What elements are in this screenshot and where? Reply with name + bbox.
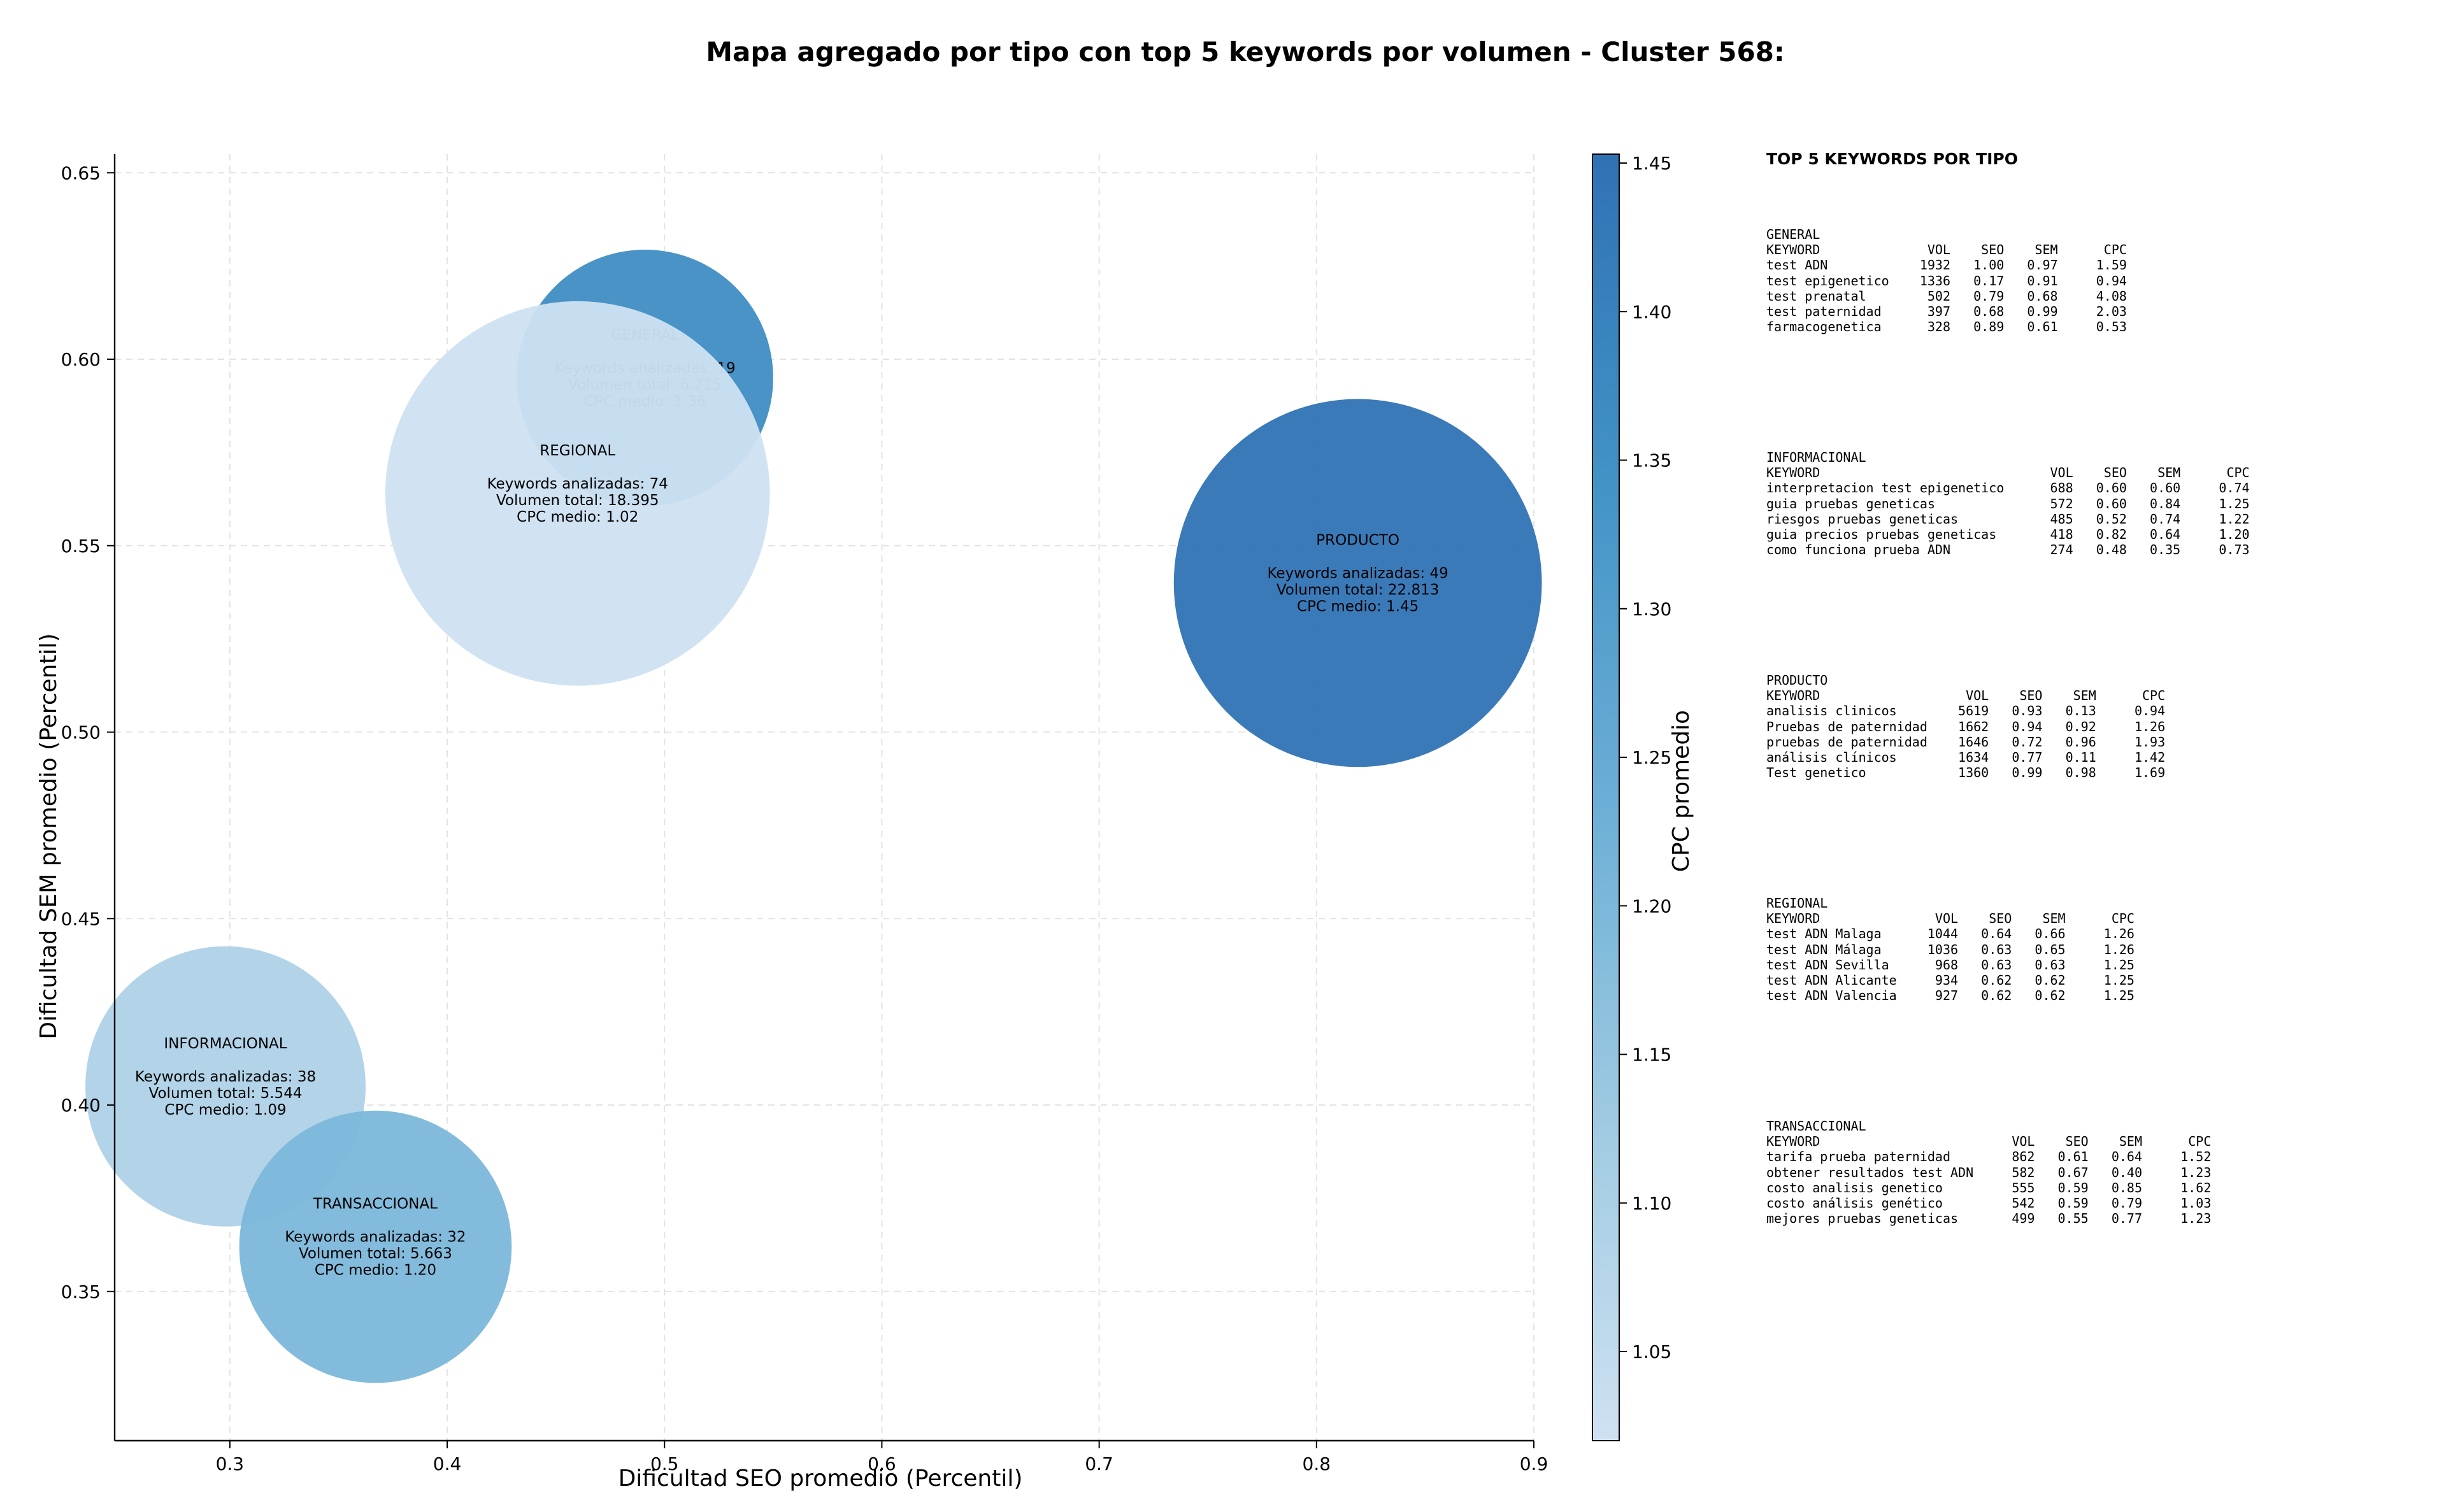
y-tick-label: 0.35 bbox=[61, 1281, 101, 1302]
bubble-label: REGIONAL bbox=[540, 443, 615, 459]
colorbar-tick-label: 1.25 bbox=[1632, 747, 1671, 768]
bubble-layer: GENERALKeywords analizadas: 19Volumen to… bbox=[85, 249, 1542, 1383]
x-axis-label: Dificultad SEO promedio (Percentil) bbox=[619, 1466, 1023, 1492]
bubble-label: CPC medio: 1.45 bbox=[1297, 598, 1419, 615]
bubble-label: INFORMACIONAL bbox=[164, 1036, 287, 1052]
top5-panel-title: TOP 5 KEYWORDS POR TIPO bbox=[1766, 150, 2018, 168]
x-tick-label: 0.3 bbox=[216, 1453, 245, 1474]
type-block-producto: PRODUCTO KEYWORD VOL SEO SEM CPC analisi… bbox=[1766, 673, 2250, 895]
chart-title: Mapa agregado por tipo con top 5 keyword… bbox=[706, 36, 1785, 68]
colorbar-tick-label: 1.05 bbox=[1632, 1341, 1671, 1362]
type-block-informacional: INFORMACIONAL KEYWORD VOL SEO SEM CPC in… bbox=[1766, 450, 2250, 673]
bubble-label: PRODUCTO bbox=[1316, 532, 1399, 548]
y-axis-label: Dificultad SEM promedio (Percentil) bbox=[36, 633, 62, 1039]
bubble-producto bbox=[1173, 399, 1542, 767]
y-tick-label: 0.60 bbox=[61, 349, 101, 370]
bubble-label: Volumen total: 18.395 bbox=[496, 492, 659, 509]
bubble-label: CPC medio: 1.20 bbox=[315, 1262, 436, 1279]
x-tick-label: 0.4 bbox=[433, 1453, 462, 1474]
bubble-label: Keywords analizadas: 74 bbox=[487, 476, 668, 492]
bubble-label: TRANSACCIONAL bbox=[313, 1196, 438, 1213]
x-tick-label: 0.9 bbox=[1520, 1453, 1548, 1474]
bubble-label: Keywords analizadas: 49 bbox=[1268, 565, 1448, 581]
colorbar-tick-label: 1.40 bbox=[1632, 301, 1671, 322]
colorbar-tick-label: 1.35 bbox=[1632, 450, 1671, 471]
transaccional-keywords-table: TRANSACCIONAL KEYWORD VOL SEO SEM CPC ta… bbox=[1766, 1118, 2212, 1227]
y-tick-label: 0.55 bbox=[61, 536, 101, 557]
y-tick-label: 0.50 bbox=[61, 722, 101, 743]
bubble-label: Volumen total: 5.663 bbox=[299, 1246, 452, 1262]
colorbar-tick-label: 1.30 bbox=[1632, 599, 1671, 620]
bubble-transaccional bbox=[239, 1110, 512, 1383]
producto-keywords-table: PRODUCTO KEYWORD VOL SEO SEM CPC analisi… bbox=[1766, 673, 2166, 781]
bubble-label: Volumen total: 22.813 bbox=[1277, 581, 1440, 598]
informacional-keywords-table: INFORMACIONAL KEYWORD VOL SEO SEM CPC in… bbox=[1766, 450, 2250, 558]
bubble-label: CPC medio: 1.09 bbox=[164, 1102, 286, 1118]
y-tick-label: 0.45 bbox=[61, 908, 101, 929]
colorbar-label: CPC promedio bbox=[1668, 710, 1694, 872]
bubble-label: Keywords analizadas: 32 bbox=[285, 1229, 466, 1246]
top5-keywords-panel: TOP 5 KEYWORDS POR TIPO GENERAL KEYWORD … bbox=[1766, 150, 2250, 1341]
y-tick-label: 0.40 bbox=[61, 1095, 101, 1116]
regional-keywords-table: REGIONAL KEYWORD VOL SEO SEM CPC test AD… bbox=[1766, 895, 2135, 1004]
x-tick-label: 0.7 bbox=[1085, 1453, 1113, 1474]
colorbar-tick-label: 1.15 bbox=[1632, 1045, 1671, 1066]
colorbar-gradient bbox=[1592, 153, 1620, 1441]
plot-axes: 0.3 0.4 0.5 0.6 0.7 0.8 0.9 0.35 0.40 0.45 0.50 0.5… bbox=[61, 154, 1548, 1474]
type-block-regional: REGIONAL KEYWORD VOL SEO SEM CPC test AD… bbox=[1766, 895, 2250, 1118]
x-tick-label: 0.5 bbox=[650, 1453, 679, 1474]
x-tick-label: 0.8 bbox=[1303, 1453, 1331, 1474]
colorbar-tick-label: 1.10 bbox=[1632, 1193, 1671, 1214]
bubble-regional bbox=[385, 301, 770, 686]
colorbar-tick-label: 1.45 bbox=[1632, 153, 1671, 174]
bubble-label: CPC medio: 1.02 bbox=[517, 509, 638, 525]
y-tick-label: 0.65 bbox=[61, 162, 101, 183]
x-tick-label: 0.6 bbox=[868, 1453, 896, 1474]
bubble-label: Keywords analizadas: 38 bbox=[135, 1069, 316, 1085]
type-block-transaccional: TRANSACCIONAL KEYWORD VOL SEO SEM CPC ta… bbox=[1766, 1118, 2250, 1341]
bubble-label: Volumen total: 5.544 bbox=[149, 1085, 303, 1102]
type-block-general: GENERAL KEYWORD VOL SEO SEM CPC test ADN… bbox=[1766, 227, 2250, 450]
general-keywords-table: GENERAL KEYWORD VOL SEO SEM CPC test ADN… bbox=[1766, 227, 2127, 335]
colorbar-tick-label: 1.20 bbox=[1632, 895, 1671, 916]
colorbar: 1.05 1.10 1.15 1.20 1.25 1.30 1.35 1.40 1.45 bbox=[1592, 153, 1671, 1441]
